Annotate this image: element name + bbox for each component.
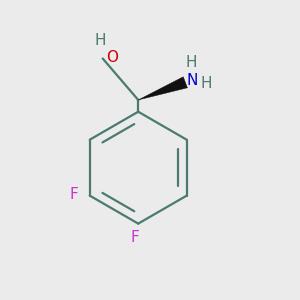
Text: F: F [131,230,140,245]
Text: F: F [69,187,78,202]
Polygon shape [138,77,188,100]
Text: H: H [201,76,212,91]
Text: H: H [185,55,197,70]
Text: N: N [187,73,198,88]
Text: O: O [106,50,118,65]
Text: H: H [94,33,106,48]
